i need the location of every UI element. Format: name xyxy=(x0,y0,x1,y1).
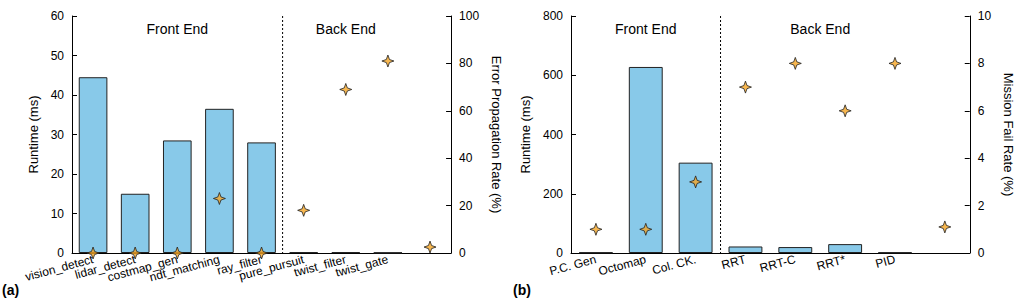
svg-text:40: 40 xyxy=(51,88,65,102)
svg-text:20: 20 xyxy=(51,167,65,181)
svg-text:50: 50 xyxy=(51,49,65,63)
svg-text:20: 20 xyxy=(459,199,473,213)
svg-text:P.C. Gen: P.C. Gen xyxy=(548,252,598,278)
svg-text:twist_filter: twist_filter xyxy=(292,252,348,280)
svg-text:Error Propagation Rate (%): Error Propagation Rate (%) xyxy=(489,56,504,214)
svg-text:200: 200 xyxy=(543,187,563,201)
svg-text:60: 60 xyxy=(51,9,65,23)
svg-text:RRT*: RRT* xyxy=(815,252,847,273)
svg-text:ndt_matching: ndt_matching xyxy=(148,252,221,284)
svg-text:RRT-C: RRT-C xyxy=(758,252,797,275)
svg-text:10: 10 xyxy=(51,207,65,221)
svg-text:(b): (b) xyxy=(513,282,531,298)
svg-text:Front End: Front End xyxy=(147,21,208,37)
svg-text:4: 4 xyxy=(978,151,985,165)
svg-text:2: 2 xyxy=(978,199,985,213)
svg-text:PID: PID xyxy=(874,252,897,271)
svg-text:60: 60 xyxy=(459,104,473,118)
svg-text:10: 10 xyxy=(978,9,992,23)
svg-text:(a): (a) xyxy=(2,282,19,298)
svg-text:80: 80 xyxy=(459,56,473,70)
svg-text:0: 0 xyxy=(459,246,466,260)
svg-text:0: 0 xyxy=(978,246,985,260)
svg-text:Front End: Front End xyxy=(615,21,676,37)
svg-text:8: 8 xyxy=(978,56,985,70)
svg-text:800: 800 xyxy=(543,9,563,23)
svg-text:Octomap: Octomap xyxy=(597,252,648,278)
svg-text:RRT: RRT xyxy=(720,252,748,272)
svg-text:40: 40 xyxy=(459,151,473,165)
svg-text:Runtime (ms): Runtime (ms) xyxy=(518,95,533,173)
svg-text:Back End: Back End xyxy=(790,21,850,37)
svg-text:100: 100 xyxy=(459,9,479,23)
svg-text:twist_gate: twist_gate xyxy=(334,252,390,280)
svg-text:vision_detect: vision_detect xyxy=(23,252,95,284)
svg-text:0: 0 xyxy=(57,246,64,260)
svg-text:costmap_gen: costmap_gen xyxy=(105,252,180,285)
svg-text:6: 6 xyxy=(978,104,985,118)
svg-text:0: 0 xyxy=(556,246,563,260)
svg-text:400: 400 xyxy=(543,128,563,142)
svg-text:pure_pursuit: pure_pursuit xyxy=(237,252,306,283)
svg-text:lidar_detect: lidar_detect xyxy=(73,252,137,282)
svg-text:Back End: Back End xyxy=(316,21,376,37)
svg-text:30: 30 xyxy=(51,128,65,142)
svg-text:600: 600 xyxy=(543,68,563,82)
svg-text:Mission Fail Rate (%): Mission Fail Rate (%) xyxy=(1001,73,1016,197)
svg-text:Col. CK.: Col. CK. xyxy=(651,252,698,277)
svg-text:ray_filter: ray_filter xyxy=(215,252,264,278)
svg-text:Runtime (ms): Runtime (ms) xyxy=(26,95,41,173)
